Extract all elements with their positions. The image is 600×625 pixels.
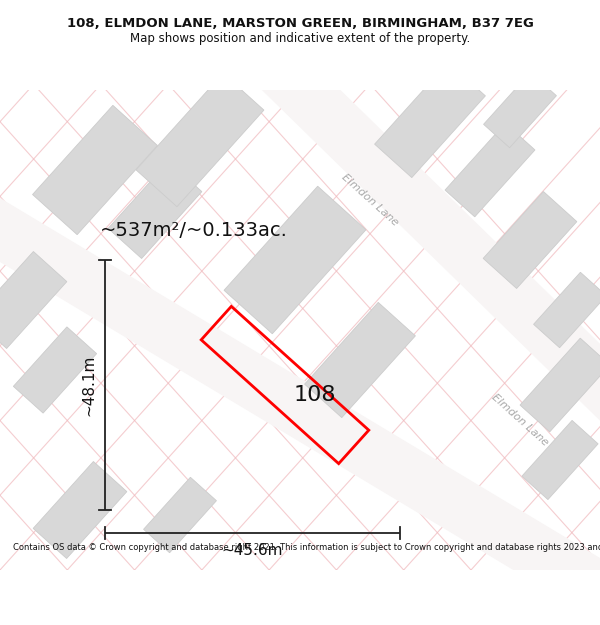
Polygon shape xyxy=(33,461,127,559)
Polygon shape xyxy=(108,161,202,259)
Text: Map shows position and indicative extent of the property.: Map shows position and indicative extent… xyxy=(130,32,470,45)
Polygon shape xyxy=(374,62,485,178)
Polygon shape xyxy=(533,272,600,348)
Polygon shape xyxy=(484,72,556,148)
Text: ~45.6m: ~45.6m xyxy=(222,543,283,558)
Polygon shape xyxy=(13,327,97,413)
Polygon shape xyxy=(0,251,67,349)
Text: 108: 108 xyxy=(294,385,336,405)
Text: ~48.1m: ~48.1m xyxy=(81,354,96,416)
Polygon shape xyxy=(231,21,600,499)
Polygon shape xyxy=(520,338,600,432)
Polygon shape xyxy=(143,478,217,552)
Text: Elmdon Lane: Elmdon Lane xyxy=(490,392,550,448)
Polygon shape xyxy=(136,73,264,207)
Polygon shape xyxy=(305,302,415,418)
Polygon shape xyxy=(0,146,600,625)
Text: Contains OS data © Crown copyright and database right 2021. This information is : Contains OS data © Crown copyright and d… xyxy=(13,542,600,551)
Polygon shape xyxy=(224,186,366,334)
Polygon shape xyxy=(32,106,157,234)
Polygon shape xyxy=(445,123,535,217)
Text: ~537m²/~0.133ac.: ~537m²/~0.133ac. xyxy=(100,221,288,239)
Polygon shape xyxy=(522,421,598,499)
Polygon shape xyxy=(483,191,577,289)
Text: Elmdon Lane: Elmdon Lane xyxy=(340,172,400,228)
Text: 108, ELMDON LANE, MARSTON GREEN, BIRMINGHAM, B37 7EG: 108, ELMDON LANE, MARSTON GREEN, BIRMING… xyxy=(67,18,533,30)
